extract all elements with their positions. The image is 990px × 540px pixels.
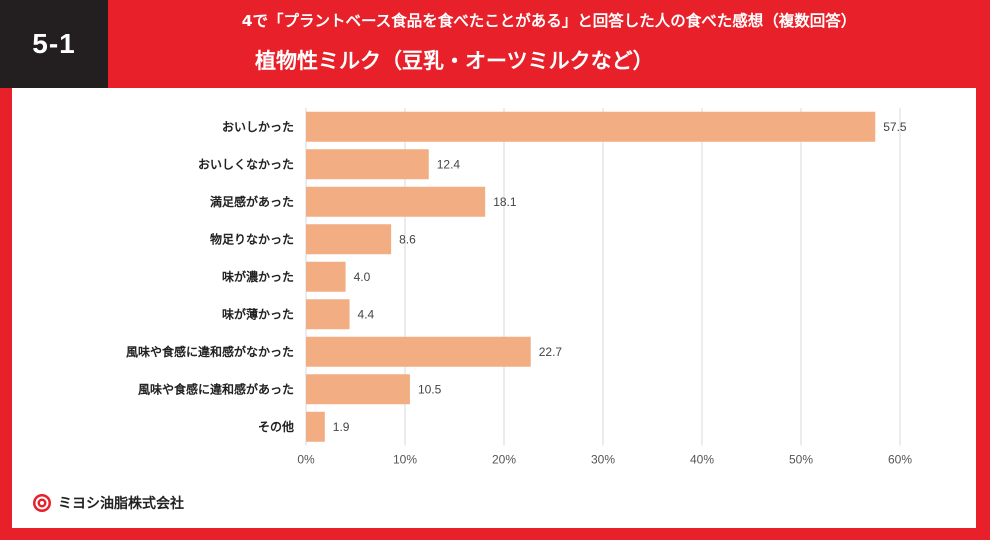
x-tick-label: 0% xyxy=(297,453,315,467)
company-logo-icon xyxy=(33,494,51,512)
x-tick-label: 40% xyxy=(690,453,714,467)
value-label: 4.0 xyxy=(354,270,371,284)
chart-title: 植物性ミルク（豆乳・オーツミルクなど） xyxy=(255,49,654,73)
bar xyxy=(306,149,429,180)
x-tick-label: 50% xyxy=(789,453,813,467)
section-badge: 5-1 xyxy=(0,0,108,88)
category-label: 風味や食感に違和感があった xyxy=(138,381,294,396)
category-label: おいしかった xyxy=(222,120,294,134)
bar xyxy=(306,111,876,142)
bar xyxy=(306,261,346,292)
bar-chart: 0% 10% 20% 30% 40% 50% 60% おいしかった 57.5 おいしくなかった 12… xyxy=(126,108,912,467)
bar xyxy=(306,186,486,217)
value-label: 57.5 xyxy=(883,120,907,134)
value-label: 12.4 xyxy=(437,157,461,171)
category-label: おいしくなかった xyxy=(198,157,294,171)
x-tick-label: 10% xyxy=(393,453,417,467)
value-label: 18.1 xyxy=(493,195,517,209)
chart-subtitle: 4で「プラントベース食品を食べたことがある」と回答した人の食べた感想（複数回答） xyxy=(241,12,857,30)
x-tick-label: 20% xyxy=(492,453,516,467)
bar xyxy=(306,299,350,330)
category-label: 味が薄かった xyxy=(222,306,294,321)
chart-panel: 0% 10% 20% 30% 40% 50% 60% おいしかった 57.5 おいしくなかった 12… xyxy=(12,88,976,528)
category-label: 満足感があった xyxy=(210,194,294,209)
bar xyxy=(306,224,392,255)
x-tick-label: 60% xyxy=(888,453,912,467)
category-label: 風味や食感に違和感がなかった xyxy=(126,344,294,359)
category-label: その他 xyxy=(258,419,294,434)
value-label: 10.5 xyxy=(418,382,442,396)
category-label: 物足りなかった xyxy=(210,231,294,246)
company-logo: ミヨシ油脂株式会社 xyxy=(32,493,184,513)
company-name: ミヨシ油脂株式会社 xyxy=(58,496,184,512)
category-label: 味が濃かった xyxy=(222,269,294,284)
x-tick-label: 30% xyxy=(591,453,615,467)
value-label: 1.9 xyxy=(333,420,350,434)
bar xyxy=(306,411,325,442)
bar xyxy=(306,336,531,367)
bar xyxy=(306,374,410,405)
value-label: 22.7 xyxy=(539,345,563,359)
value-label: 4.4 xyxy=(358,307,375,321)
value-label: 8.6 xyxy=(399,232,416,246)
